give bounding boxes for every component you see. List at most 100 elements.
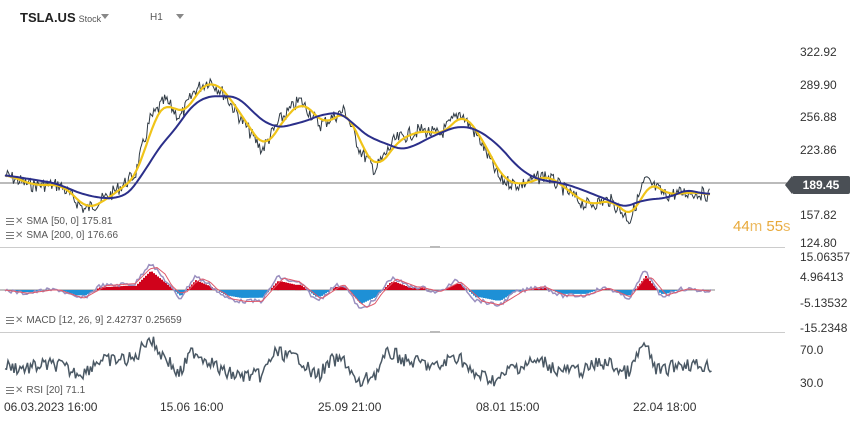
macd-histogram-bar — [115, 286, 117, 290]
macd-histogram-bar — [197, 281, 199, 290]
macd-histogram-bar — [137, 283, 139, 290]
macd-histogram-bar — [27, 290, 29, 293]
macd-histogram-bar — [653, 285, 655, 290]
macd-histogram-bar — [141, 279, 143, 290]
macd-histogram-bar — [79, 290, 81, 296]
countdown-minutes-unit: m — [749, 218, 763, 235]
macd-histogram-bar — [75, 290, 77, 296]
macd-histogram-bar — [133, 285, 135, 290]
macd-histogram-bar — [247, 290, 249, 298]
settings-bars-icon[interactable] — [6, 317, 14, 324]
macd-histogram-bar — [675, 290, 677, 291]
macd-histogram-bar — [415, 287, 417, 290]
rsi-chart[interactable] — [0, 335, 790, 397]
symbol-selector[interactable]: TSLA.US Stock — [20, 10, 101, 25]
indicator-name: RSI — [26, 385, 44, 396]
settings-bars-icon[interactable] — [6, 387, 14, 394]
sma-50-legend[interactable]: ✕ SMA [50, 0] 175.81 — [6, 216, 112, 227]
macd-histogram-bar — [397, 282, 399, 290]
macd-histogram-bar — [645, 276, 647, 290]
macd-histogram-bar — [579, 290, 581, 294]
macd-histogram-bar — [507, 290, 509, 297]
rsi-legend[interactable]: ✕ RSI [20] 71.1 — [6, 385, 85, 396]
macd-histogram-bar — [399, 283, 401, 290]
macd-histogram-bar — [505, 290, 507, 298]
current-price-tag: 189.45 — [785, 176, 850, 194]
rsi-line — [4, 336, 712, 388]
indicator-value: 176.66 — [87, 230, 119, 241]
macd-histogram-bar — [129, 285, 131, 290]
symbol-name: TSLA.US — [20, 10, 76, 25]
macd-histogram-bar — [257, 290, 259, 298]
macd-histogram-bar — [271, 287, 273, 290]
macd-histogram-bar — [585, 290, 587, 294]
macd-histogram-bar — [619, 290, 621, 293]
macd-histogram-bar — [17, 290, 19, 292]
pane-resize-handle[interactable] — [430, 331, 440, 333]
macd-histogram-bar — [561, 290, 563, 294]
macd-histogram-bar — [21, 290, 23, 293]
macd-histogram-bar — [375, 290, 377, 297]
macd-histogram-bar — [627, 290, 629, 296]
macd-histogram-bar — [361, 290, 363, 304]
macd-histogram-bar — [293, 284, 295, 290]
close-icon[interactable]: ✕ — [15, 215, 24, 227]
timeframe-dropdown-chevron-icon[interactable] — [176, 14, 184, 19]
macd-histogram-bar — [455, 284, 457, 290]
timeframe-selector[interactable]: H1 — [150, 12, 163, 23]
pane-divider[interactable] — [0, 332, 785, 333]
close-icon[interactable]: ✕ — [15, 314, 24, 326]
macd-histogram-bar — [143, 277, 145, 290]
macd-histogram-bar — [419, 287, 421, 290]
macd-legend[interactable]: ✕ MACD [12, 26, 9] 2.42737 0.25659 — [6, 315, 182, 326]
macd-histogram-bar — [159, 278, 161, 290]
macd-axis-label: 4.96413 — [800, 270, 844, 284]
macd-histogram-bar — [183, 290, 185, 294]
macd-histogram-bar — [355, 290, 357, 299]
macd-histogram-bar — [393, 282, 395, 290]
macd-histogram-bar — [559, 290, 561, 294]
indicator-name: SMA — [26, 216, 49, 227]
rsi-axis-label: 70.0 — [800, 343, 824, 357]
price-axis-label: 289.90 — [800, 78, 837, 92]
symbol-dropdown-chevron-icon[interactable] — [101, 14, 109, 19]
macd-histogram-bar — [617, 290, 619, 292]
macd-histogram-bar — [373, 290, 375, 298]
time-axis-label: 25.09 21:00 — [318, 400, 382, 414]
indicator-params: [20] — [46, 385, 63, 396]
macd-histogram-bar — [469, 290, 471, 292]
macd-histogram-bar — [625, 290, 627, 296]
macd-histogram-bar — [289, 283, 291, 290]
macd-histogram-bar — [125, 285, 127, 290]
macd-histogram-bar — [407, 286, 409, 290]
sma-200-legend[interactable]: ✕ SMA [200, 0] 176.66 — [6, 230, 118, 241]
price-chart[interactable] — [0, 0, 790, 245]
macd-histogram-bar — [541, 287, 543, 290]
macd-histogram-bar — [513, 290, 515, 293]
settings-bars-icon[interactable] — [6, 218, 14, 225]
macd-histogram-bar — [283, 282, 285, 290]
macd-histogram-bar — [255, 290, 257, 298]
macd-histogram-bar — [483, 290, 485, 298]
pane-divider[interactable] — [0, 247, 785, 248]
macd-histogram-bar — [71, 290, 73, 294]
pane-resize-handle[interactable] — [430, 246, 440, 248]
macd-histogram-bar — [447, 287, 449, 290]
indicator-params: [50, 0] — [51, 216, 79, 227]
macd-histogram-bar — [383, 289, 385, 290]
close-icon[interactable]: ✕ — [15, 384, 24, 396]
macd-histogram-bar — [117, 286, 119, 290]
macd-histogram-bar — [239, 290, 241, 298]
macd-histogram-bar — [65, 290, 67, 292]
macd-histogram-bar — [473, 290, 475, 296]
macd-histogram-bar — [389, 283, 391, 290]
macd-histogram-bar — [157, 276, 159, 290]
macd-histogram-bar — [647, 278, 649, 290]
macd-histogram-bar — [669, 290, 671, 293]
macd-histogram-bar — [235, 290, 237, 297]
settings-bars-icon[interactable] — [6, 232, 14, 239]
macd-histogram-bar — [563, 290, 565, 294]
macd-chart[interactable] — [0, 250, 790, 330]
close-icon[interactable]: ✕ — [15, 229, 24, 241]
macd-histogram-bar — [351, 290, 353, 294]
